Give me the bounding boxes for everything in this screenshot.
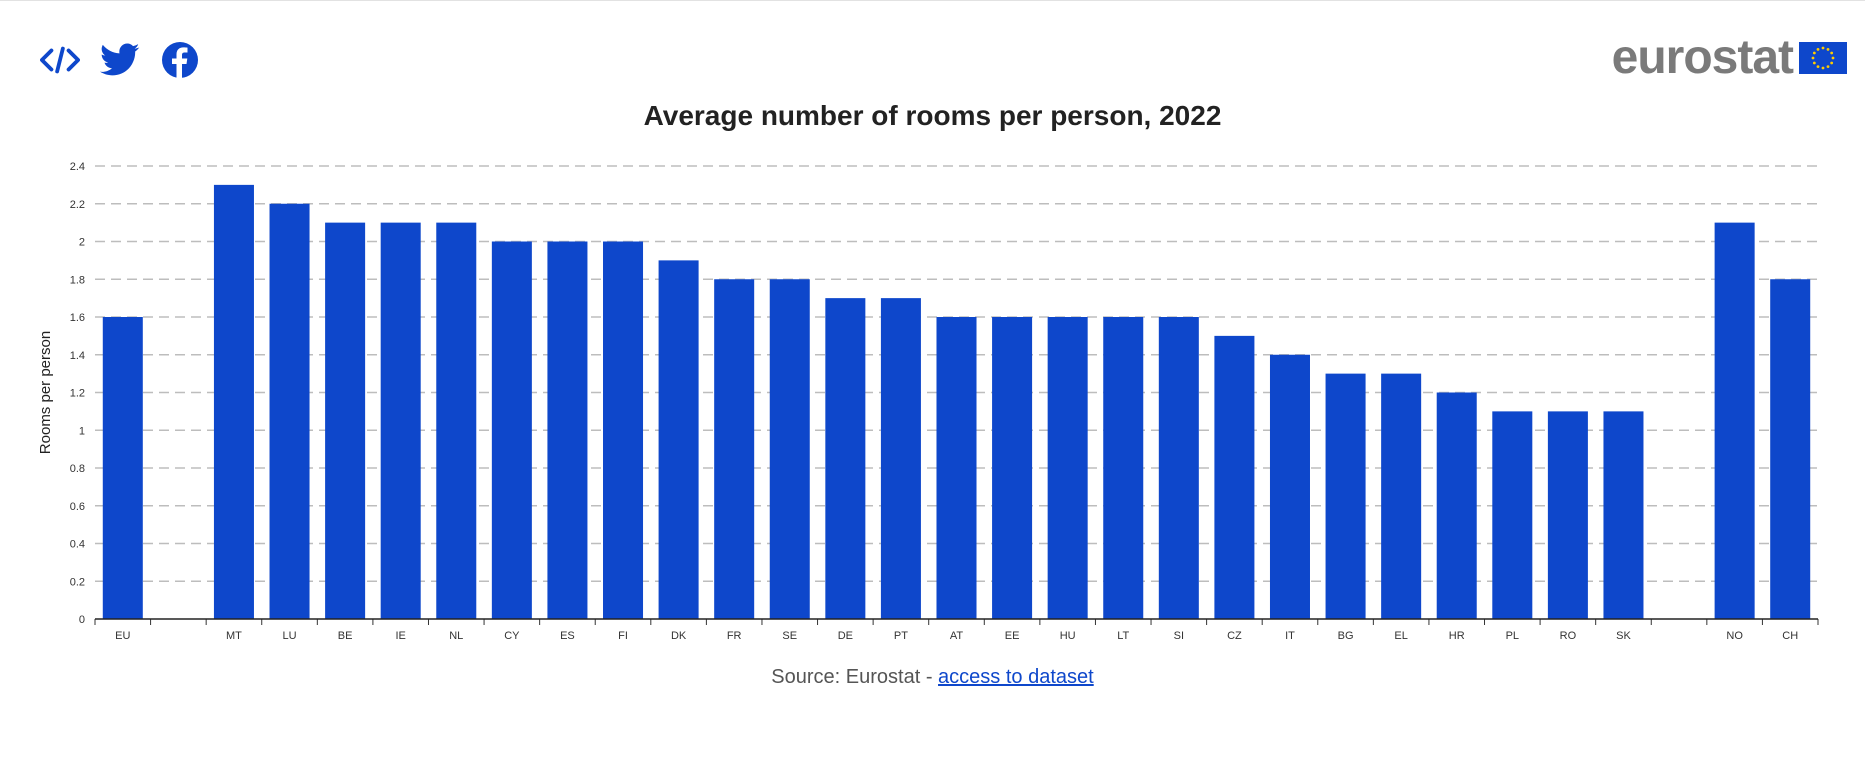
facebook-icon[interactable] (160, 40, 200, 80)
x-tick-label: CH (1782, 630, 1798, 642)
x-tick-label: SK (1616, 630, 1631, 642)
x-tick-label: HR (1449, 630, 1465, 642)
x-tick-label: HU (1060, 630, 1076, 642)
bar-nl (436, 222, 477, 619)
x-tick-label: PL (1506, 630, 1519, 642)
eu-flag-star (1826, 47, 1830, 51)
eu-flag-star (1821, 66, 1825, 70)
x-tick-label: IE (395, 630, 405, 642)
bar-cz (1214, 335, 1255, 619)
bar-el (1381, 373, 1422, 619)
eu-flag-star (1811, 56, 1815, 60)
embed-code-icon[interactable] (40, 40, 80, 80)
share-toolbar (40, 40, 200, 80)
y-tick-label: 1.8 (70, 274, 85, 286)
y-tick-label: 1 (79, 425, 85, 437)
x-tick-label: PT (894, 630, 908, 642)
bar-fr (714, 279, 755, 619)
x-tick-label: SE (782, 630, 797, 642)
y-tick-label: 2.2 (70, 199, 85, 211)
bar-de (825, 298, 866, 619)
bar-ee (992, 317, 1033, 619)
eu-flag-star (1816, 65, 1820, 69)
bar-dk (658, 260, 699, 619)
x-tick-label: NL (449, 630, 463, 642)
bar-mt (213, 184, 254, 619)
source-label: Source: Eurostat - (771, 666, 939, 688)
bar-cy (491, 241, 532, 619)
bar-pl (1492, 411, 1533, 619)
bar-sk (1603, 411, 1644, 619)
y-tick-label: 0.4 (70, 539, 85, 551)
eu-flag-star (1831, 56, 1835, 60)
bar-es (547, 241, 588, 619)
x-tick-label: EU (115, 630, 130, 642)
bar-se (769, 279, 810, 619)
bar-si (1158, 317, 1199, 619)
x-tick-label: CY (504, 630, 520, 642)
bar-chart: 0 0.2 0.4 0.6 0.8 1 1.2 1.4 1.6 1.8 2 2.2 2.4 Rooms p… (37, 161, 1819, 642)
x-tick-label: RO (1560, 630, 1577, 642)
x-tick-label: EL (1394, 630, 1407, 642)
x-tick-label: BE (338, 630, 353, 642)
eu-flag-star (1830, 61, 1834, 65)
eu-flag-icon (1799, 42, 1847, 74)
x-tick-label: NO (1726, 630, 1743, 642)
bar-ch (1770, 279, 1811, 619)
y-tick-label: 2.4 (70, 161, 85, 173)
eu-flag-star (1830, 51, 1834, 55)
y-axis-title: Rooms per person (37, 331, 54, 454)
eurostat-logo: eurostat (1612, 34, 1847, 82)
x-tick-label: IT (1285, 630, 1295, 642)
chart-title: Average number of rooms per person, 2022 (643, 100, 1222, 131)
bar-no (1714, 222, 1755, 619)
top-border (0, 0, 1865, 1)
y-tick-label: 1.6 (70, 312, 85, 324)
x-tick-label: ES (560, 630, 575, 642)
bar-lu (269, 203, 310, 619)
bar-pt (880, 298, 921, 619)
x-tick-label: SI (1174, 630, 1184, 642)
y-tick-label: 0.2 (70, 576, 85, 588)
logo-text: eurostat (1611, 31, 1794, 84)
x-tick-label: BG (1338, 630, 1354, 642)
x-tick-label: AT (950, 630, 964, 642)
bar-fi (603, 241, 644, 619)
bar-ie (380, 222, 421, 619)
x-tick-label: MT (226, 630, 242, 642)
bar-eu (102, 317, 143, 619)
eu-flag-star (1812, 61, 1816, 65)
y-tick-label: 0 (79, 614, 85, 626)
bar-at (936, 317, 977, 619)
source-line: Source: Eurostat - access to dataset (0, 666, 1865, 689)
x-tick-label: DE (838, 630, 853, 642)
bar-bg (1325, 373, 1366, 619)
y-tick-label: 2 (79, 237, 85, 249)
eu-flag-star (1816, 47, 1820, 51)
x-tick-label: LU (283, 630, 297, 642)
bar-it (1269, 354, 1310, 619)
eu-flag-star (1812, 51, 1816, 55)
eu-flag-star (1821, 46, 1825, 50)
y-tick-label: 1.2 (70, 388, 85, 400)
y-tick-label: 1.4 (70, 350, 85, 362)
x-tick-label: CZ (1227, 630, 1242, 642)
bar-hu (1047, 317, 1088, 619)
bar-lt (1103, 317, 1144, 619)
x-tick-label: LT (1117, 630, 1129, 642)
twitter-icon[interactable] (100, 40, 140, 80)
bar-ro (1547, 411, 1588, 619)
x-tick-label: FI (618, 630, 628, 642)
x-tick-label: EE (1005, 630, 1020, 642)
x-tick-label: FR (727, 630, 742, 642)
y-tick-label: 0.8 (70, 463, 85, 475)
y-tick-label: 0.6 (70, 501, 85, 513)
eu-flag-star (1826, 65, 1830, 69)
bar-hr (1436, 392, 1477, 619)
bar-be (325, 222, 366, 619)
dataset-link[interactable]: access to dataset (938, 666, 1094, 688)
x-tick-label: DK (671, 630, 687, 642)
